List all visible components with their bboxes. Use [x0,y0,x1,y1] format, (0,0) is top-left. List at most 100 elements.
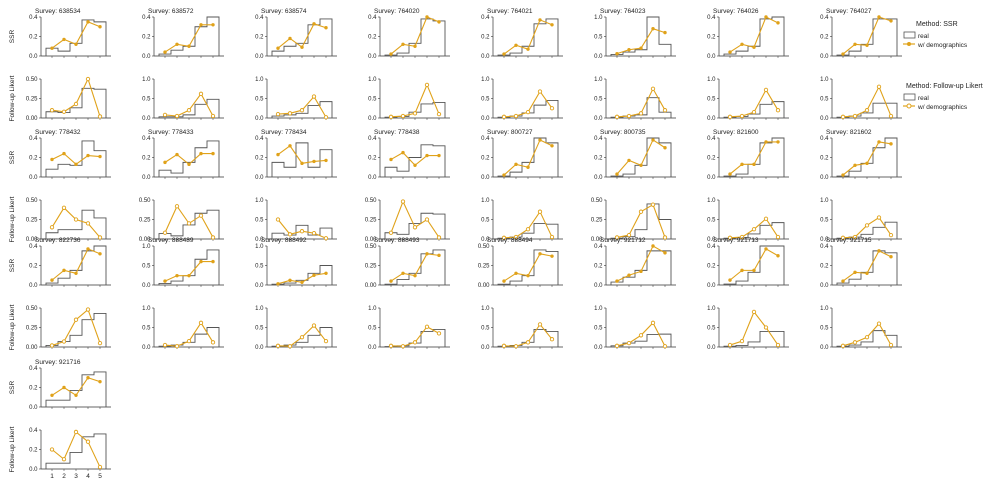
model-point [650,320,656,325]
model-point [389,157,393,162]
model-point [300,161,304,166]
y-tick-label: 1.0 [142,306,151,312]
panel-ssr: 0.00 0.25 0.50 [478,244,563,289]
legend-ssr-model-label: w/ demographics [917,42,968,49]
y-tick-label: 0.5 [481,326,490,332]
real-step-series [45,313,107,347]
model-point [288,278,292,283]
model-line [842,141,892,176]
model-line [51,308,101,346]
panel-likert: 0.00 0.25 0.50 [365,198,450,243]
real-step-series [384,212,446,239]
model-point [401,150,405,155]
y-tick-label: 0.5 [368,326,377,332]
y-tick-label: 1.0 [255,244,264,250]
y-tick-label: 0.4 [29,136,38,142]
model-point [210,340,216,345]
model-point [877,249,881,253]
model-point [752,45,756,49]
model-point [752,162,756,167]
y-tick-label: 0.0 [481,175,490,181]
survey-title: Survey: 888489 [148,237,194,244]
model-point [436,235,442,240]
model-point [614,114,620,119]
y-tick-label: 0.0 [368,116,377,122]
y-tick-label: 0.5 [820,218,829,224]
model-point [764,247,768,251]
panel-ssr: 0.0 0.2 0.4 [142,136,224,181]
panel-ssr: 0.0 0.2 0.4 SSR [9,244,111,289]
model-point [865,43,869,47]
model-point [840,114,846,119]
model-point [840,235,846,240]
y-tick-label: 0.2 [707,264,716,270]
panel-likert: 0.0 0.5 1.0 [481,306,563,351]
model-point [549,106,555,111]
model-point [174,344,180,349]
panel-ssr: 0.00 0.25 0.50 [365,244,450,289]
y-tick-label: 0.50 [478,244,490,250]
model-point [526,165,530,169]
model-point [437,20,441,24]
model-point [615,51,619,56]
model-point [187,273,191,278]
y-tick-label: 1.0 [255,198,264,204]
y-tick-label: 0.0 [142,283,151,289]
model-point [388,114,394,119]
model-point [85,76,91,82]
model-line [729,310,779,346]
model-point [888,113,894,119]
model-line [616,139,666,175]
model-point [49,343,55,348]
model-point [626,113,632,119]
model-point [662,108,668,113]
model-point [186,221,192,226]
model-point [323,338,329,344]
model-point [614,343,620,348]
real-step-series [45,209,107,239]
model-point [614,235,620,240]
model-point [841,279,845,283]
model-point [727,342,733,348]
y-tick-label: 0.00 [591,237,603,243]
y-tick-label: 0.2 [707,156,716,162]
model-point [300,280,304,284]
model-point [211,259,215,264]
row-label-ssr: SSR [9,259,16,273]
model-point [436,111,442,117]
y-tick-label: 0.4 [29,428,38,434]
model-point [389,279,393,283]
y-tick-label: 0.50 [26,198,38,204]
model-point [550,144,554,148]
model-point [502,173,506,177]
real-step-series [45,371,107,407]
panel-likert: 0.0 0.2 0.4 Follow-up Likert 1 2 3 4 5 [9,426,111,480]
y-tick-label: 0.0 [255,237,264,243]
panel-ssr: 0.0 0.2 0.4 [707,136,789,181]
survey-title: Survey: 778434 [261,129,307,136]
legend-ssr-real-swatch [903,31,916,39]
model-point [663,30,667,35]
y-tick-label: 0.4 [368,15,377,21]
panel-likert: 0.0 0.5 1.0 [820,198,902,243]
y-tick-label: 0.4 [481,15,490,21]
y-tick-label: 0.0 [820,345,829,351]
y-tick-label: 0.0 [368,175,377,181]
model-point [210,235,216,240]
model-point [638,111,644,116]
model-point [413,163,417,167]
model-point [311,94,317,99]
y-tick-label: 0.4 [707,15,716,21]
y-tick-label: 0.5 [820,326,829,332]
model-point [413,273,417,278]
real-step-series [723,245,785,285]
model-point [61,205,67,210]
y-tick-label: 0.4 [255,15,264,21]
real-step-series [384,18,446,56]
legend-likert-real-label: real [918,95,929,102]
model-point [73,217,79,222]
model-point [776,254,780,258]
real-step-series [723,330,785,347]
model-point [199,259,203,264]
